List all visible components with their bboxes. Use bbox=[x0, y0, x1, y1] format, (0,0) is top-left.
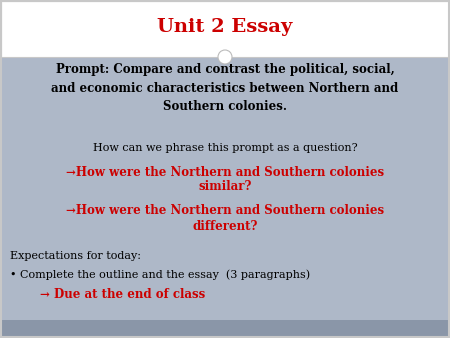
Text: different?: different? bbox=[192, 219, 258, 233]
Text: • Complete the outline and the essay  (3 paragraphs): • Complete the outline and the essay (3 … bbox=[10, 270, 310, 280]
Text: → Due at the end of class: → Due at the end of class bbox=[40, 288, 205, 300]
Bar bbox=[1, 320, 449, 337]
Circle shape bbox=[218, 50, 232, 64]
Text: Unit 2 Essay: Unit 2 Essay bbox=[158, 18, 292, 35]
Bar bbox=[1, 57, 449, 320]
Bar bbox=[1, 1, 449, 57]
Text: →How were the Northern and Southern colonies: →How were the Northern and Southern colo… bbox=[66, 204, 384, 217]
Text: →How were the Northern and Southern colonies: →How were the Northern and Southern colo… bbox=[66, 166, 384, 178]
Text: Expectations for today:: Expectations for today: bbox=[10, 251, 141, 261]
Text: How can we phrase this prompt as a question?: How can we phrase this prompt as a quest… bbox=[93, 143, 357, 153]
Text: similar?: similar? bbox=[198, 180, 252, 193]
Text: Prompt: Compare and contrast the political, social,
and economic characteristics: Prompt: Compare and contrast the politic… bbox=[51, 64, 399, 113]
